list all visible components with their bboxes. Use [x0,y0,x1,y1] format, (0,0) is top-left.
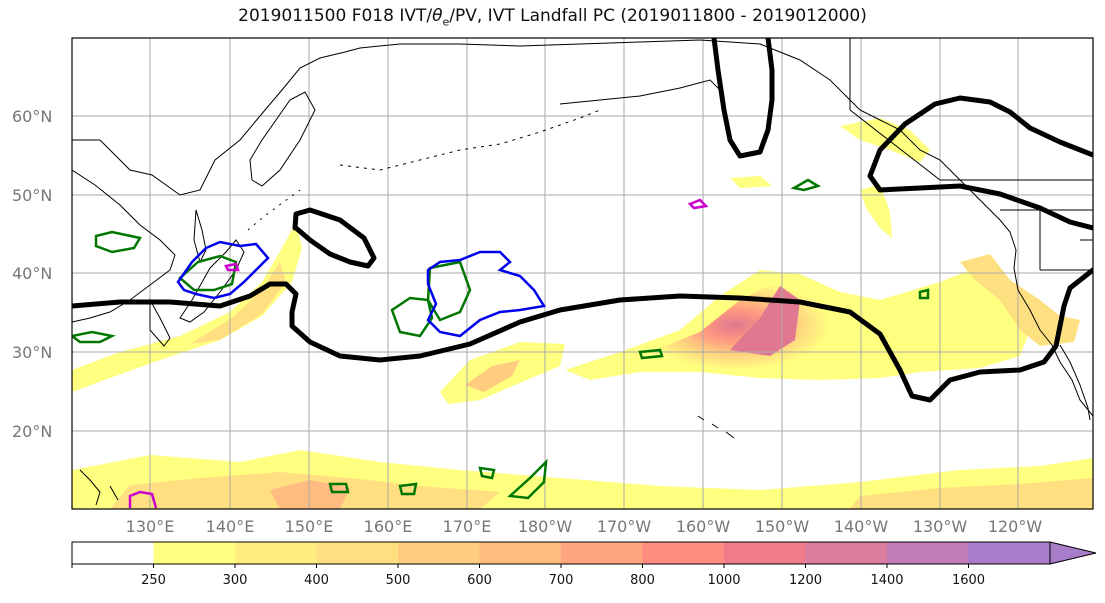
latitude-labels: 60°N 50°N 40°N 30°N 20°N [12,107,52,441]
lat-label: 30°N [12,343,52,362]
coast-alaska-peninsula [559,79,721,105]
pv-contour-1 [94,230,142,254]
colorbar-cell [805,542,888,564]
lon-label: 170°W [597,517,652,536]
lon-label: 170°E [443,517,492,536]
colorbar-tick-label: 1200 [789,573,822,588]
magenta-contours [128,198,709,509]
coast-philippines [79,469,119,506]
colorbar-cell [316,542,399,564]
coast-asia [72,43,401,323]
colorbar-cell [724,542,806,564]
lon-label: 130°W [913,517,968,536]
theta-contour-west [176,240,270,300]
coast-sakhalin [193,209,207,264]
colorbar-cell [153,542,236,564]
pv-contour-10 [398,482,418,496]
colorbar-ticks: 250 300 400 500 600 700 800 1000 1200 1400 1600 [71,564,985,588]
colorbar-tick-label: 500 [386,573,411,588]
colorbar-tick-label: 600 [467,573,492,588]
colorbar-tick-label: 300 [223,573,248,588]
jet-loop-west [292,207,377,269]
pv-contour-9 [478,466,496,480]
jet-main [72,267,1093,403]
lon-label: 130°E [126,517,175,536]
lon-label: 120°W [988,517,1043,536]
ivt-shading [72,118,1093,509]
jet-ne [867,95,1093,231]
colorbar-cell [479,542,562,564]
pv-contours [72,178,930,500]
coast-kurils [247,189,301,231]
lon-label: 180°W [518,517,573,536]
ivt-gulf-alaska [840,118,930,162]
coast-korea [149,298,171,347]
lon-label: 150°E [285,517,334,536]
theta-contours [176,240,547,338]
lat-label: 40°N [12,264,52,283]
pv-contour-11 [790,178,822,192]
lon-label: 150°W [755,517,810,536]
colorbar-cell [887,542,969,564]
lon-label: 140°E [206,517,255,536]
pv-contour-3 [390,296,434,338]
lon-label: 160°E [364,517,413,536]
coast-bc [999,219,1093,417]
ivt-small-1 [730,176,772,188]
map-title: 2019011500 F018 IVT/θe/PV, IVT Landfall … [238,6,867,29]
magenta-contour-2 [687,198,709,210]
pv-contour-8 [328,482,350,494]
colorbar-tick-label: 1000 [707,573,740,588]
plot-frame [71,37,1094,510]
coast-hawaii [697,415,735,439]
colorbar-cell [968,542,1051,564]
jet-contours [72,38,1093,403]
lat-label: 50°N [12,186,52,205]
colorbar-cell [72,542,154,564]
pv-contour-6 [638,348,664,360]
pv-contour-7 [507,458,548,500]
coast-kamchatka [249,91,316,187]
colorbar-cell [561,542,643,564]
pv-contour-5 [72,330,116,344]
coast-alaska [400,39,1001,221]
gridlines [72,38,1093,509]
colorbar-tick-label: 1600 [952,573,985,588]
ivt-river-west-core [190,262,286,344]
pv-contour-12 [918,288,930,300]
pv-contour-4 [426,260,472,322]
coast-aleutians [339,109,601,171]
colorbar-cell [235,542,317,564]
colorbar-tick-label: 1400 [870,573,903,588]
ivt-river-west [72,222,302,392]
ivt-band-east [850,478,1093,509]
magenta-contour-1 [128,490,158,509]
pv-contour-2 [178,254,238,292]
coastlines [72,38,1093,506]
colorbar-extend-arrow [1049,541,1097,565]
longitude-labels: 130°E 140°E 150°E 160°E 170°E 180°W 170°… [126,517,1043,536]
colorbar-tick-label: 700 [549,573,574,588]
colorbar-cell [398,542,480,564]
lon-label: 140°W [834,517,889,536]
coast-baja [1059,344,1091,421]
colorbar-tick-label: 250 [141,573,166,588]
colorbar-tick-label: 800 [630,573,655,588]
lat-label: 60°N [12,107,52,126]
magenta-contour-3 [224,262,240,272]
ivt-blob-central-core [465,360,520,392]
colorbar-tick-label: 400 [304,573,329,588]
borders-na [849,38,1093,271]
ivt-gulf-stream [860,184,892,238]
colorbar-cell [642,542,725,564]
colorbar: 250 300 400 500 600 700 800 1000 1200 1400 1600 [71,541,1097,588]
lat-label: 20°N [12,422,52,441]
colorbar-cells [71,541,1097,565]
theta-contour-central [426,250,547,338]
ivt-coast-band [960,254,1080,346]
lon-label: 160°W [676,517,731,536]
jet-north [711,38,775,159]
